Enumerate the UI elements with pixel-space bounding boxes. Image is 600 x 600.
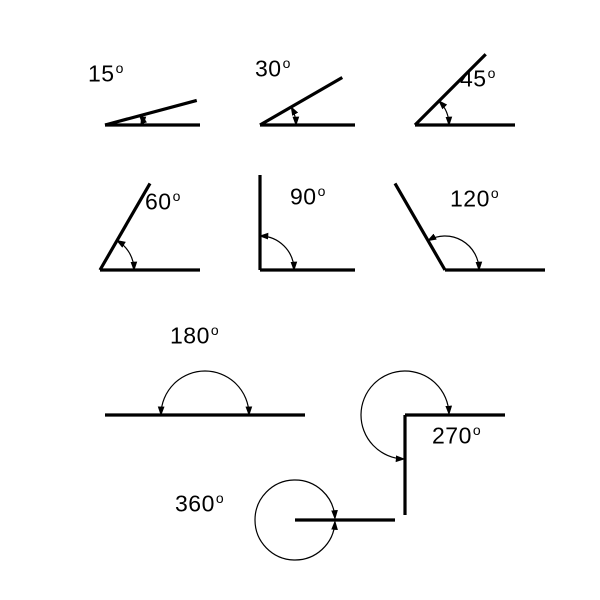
angle-180 xyxy=(105,371,305,415)
angle-label-360: 360o xyxy=(175,490,224,518)
angle-360 xyxy=(255,480,395,560)
angle-label-180: 180o xyxy=(170,322,219,350)
angle-label-120: 120o xyxy=(450,185,499,213)
angle-diagram-collection: 15o 30o 45o 60o 90o 120o 180o 270o 360o xyxy=(0,0,600,600)
angle-label-270: 270o xyxy=(432,422,481,450)
angle-label-15: 15o xyxy=(88,60,124,88)
angle-30 xyxy=(260,78,355,126)
angle-15 xyxy=(105,100,200,125)
angle-label-60: 60o xyxy=(145,188,181,216)
angle-diagram-svg xyxy=(0,0,600,600)
angle-label-30: 30o xyxy=(255,55,291,83)
angle-label-45: 45o xyxy=(460,65,496,93)
angle-label-90: 90o xyxy=(290,183,326,211)
